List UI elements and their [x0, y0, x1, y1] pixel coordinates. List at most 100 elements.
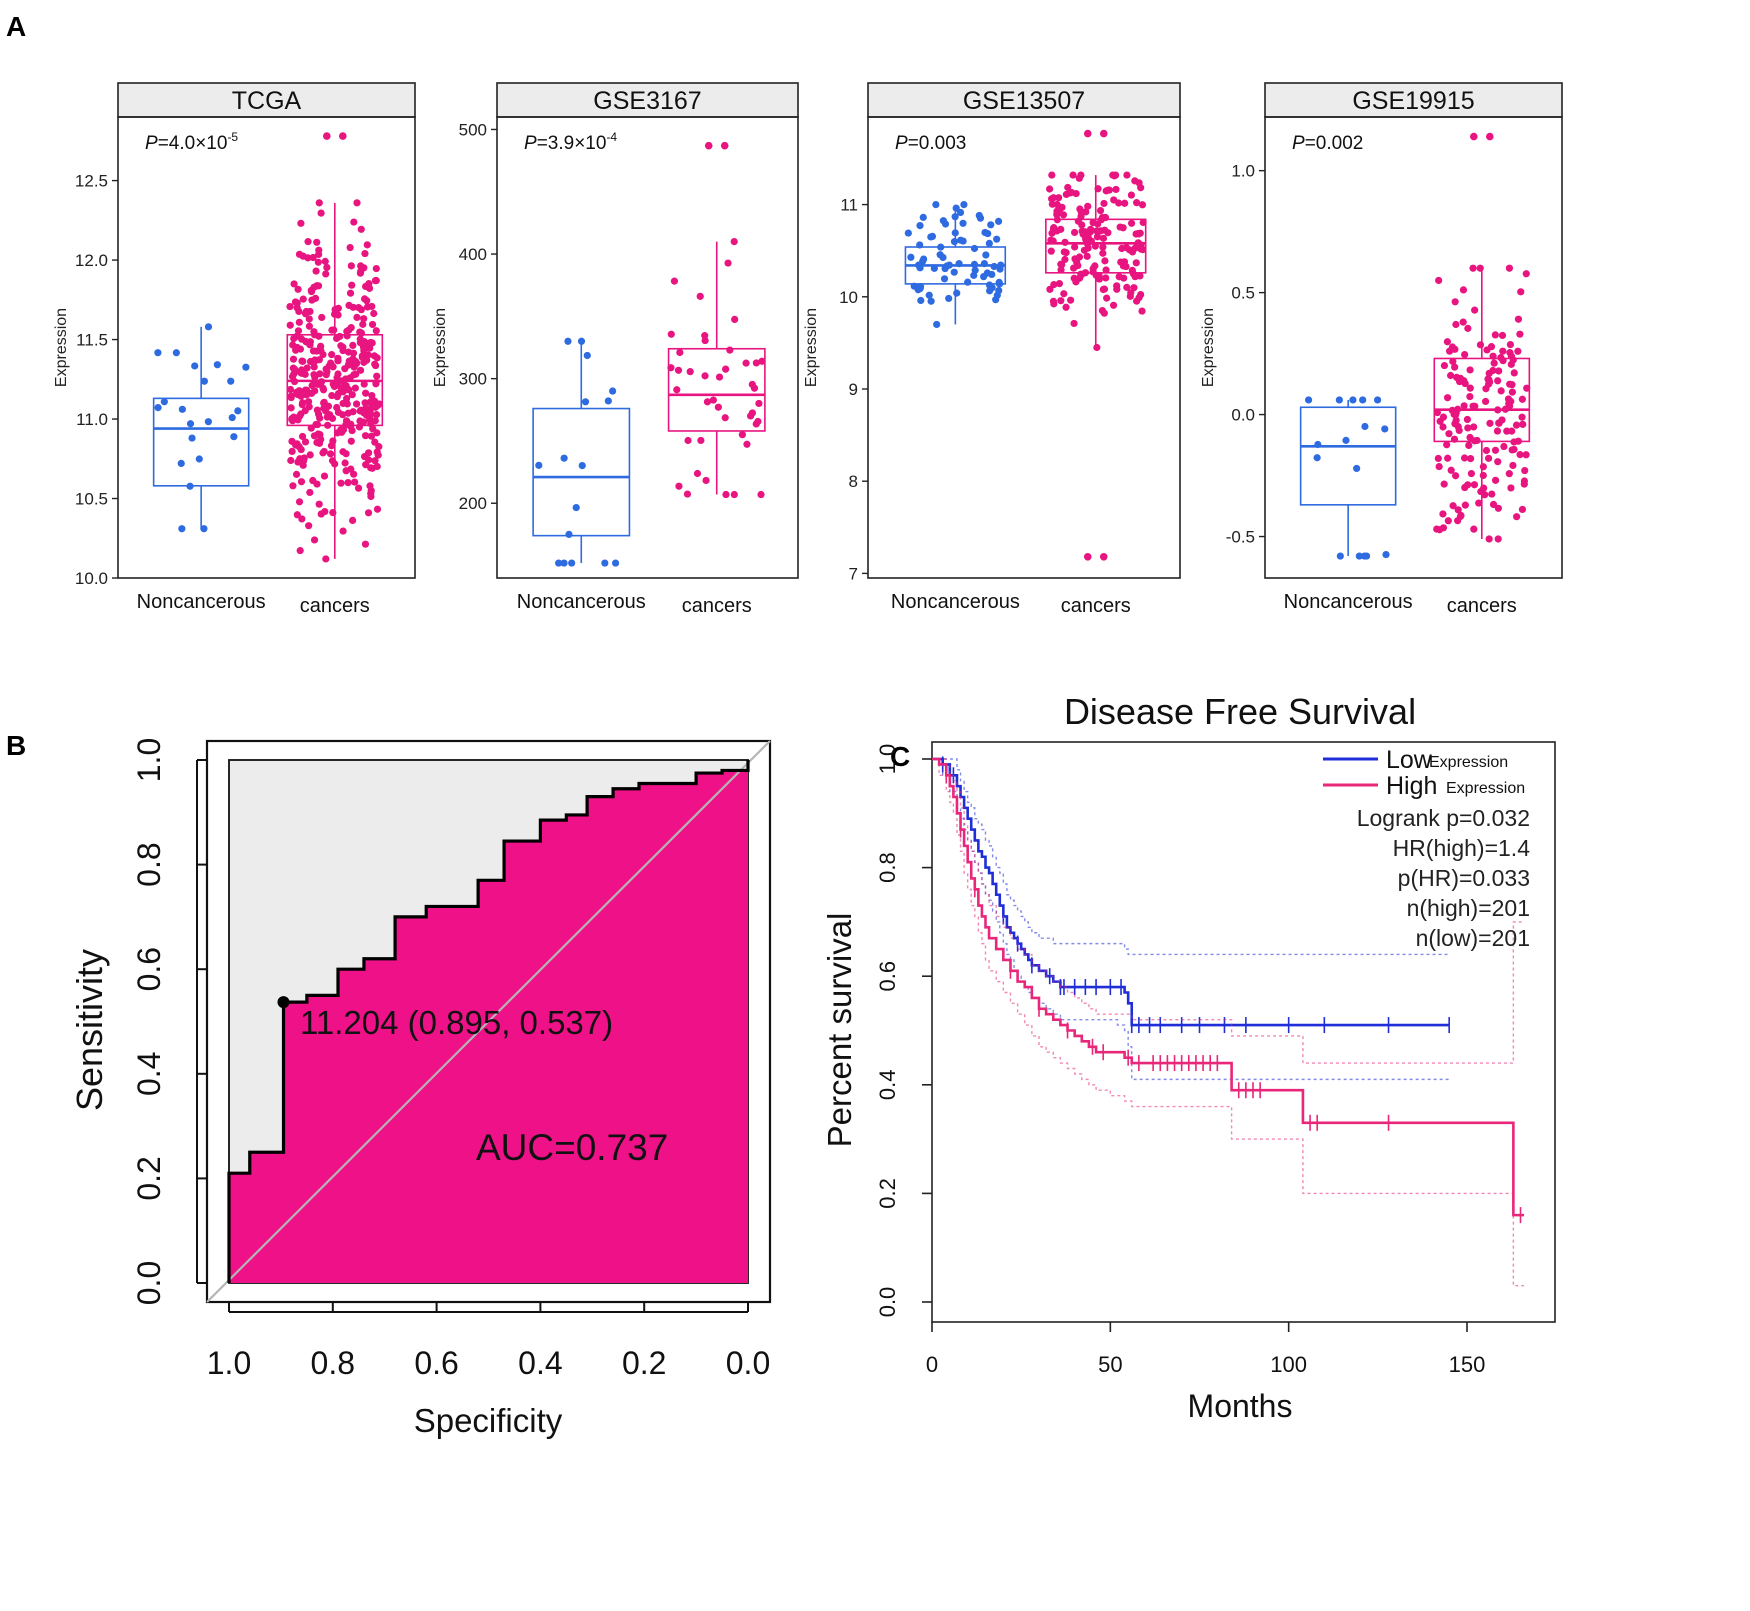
panel-letter-a: A	[6, 11, 26, 42]
data-point	[342, 382, 350, 390]
data-point	[308, 296, 316, 304]
y-tick-label: 9	[849, 380, 858, 399]
data-point	[673, 386, 681, 394]
data-point	[1479, 463, 1487, 471]
data-point	[1135, 230, 1143, 238]
data-point	[1075, 253, 1084, 261]
data-point	[1304, 396, 1313, 404]
data-point	[357, 225, 365, 233]
data-point	[357, 306, 365, 314]
data-point	[358, 352, 366, 360]
data-point	[1443, 338, 1451, 346]
data-point	[752, 420, 760, 428]
p-value-symbol: P	[524, 133, 537, 154]
data-point	[1046, 285, 1054, 293]
data-point	[349, 516, 357, 525]
data-point	[372, 327, 380, 335]
data-point	[1057, 297, 1065, 305]
y-tick-label: 11.0	[76, 410, 108, 429]
data-point	[674, 366, 683, 374]
data-point	[670, 277, 679, 285]
data-point	[154, 404, 162, 412]
data-point	[1071, 243, 1079, 251]
legend-label-high: High	[1386, 772, 1437, 800]
data-point	[748, 409, 756, 417]
data-point	[361, 295, 369, 303]
data-point	[344, 479, 352, 487]
y-axis-label: Sensitivity	[69, 949, 110, 1111]
stat-line: p(HR)=0.033	[1398, 865, 1530, 891]
data-point	[337, 479, 345, 487]
stat-line: n(low)=201	[1416, 925, 1530, 951]
data-point	[1093, 227, 1101, 235]
data-point	[997, 261, 1005, 269]
data-point	[917, 296, 925, 305]
y-tick-label: 0.0	[1231, 406, 1255, 425]
data-point	[1484, 454, 1493, 462]
y-tick-label: 11.5	[76, 331, 108, 350]
data-point	[1494, 535, 1502, 543]
data-point	[289, 355, 298, 363]
p-value-text: =3.9×10	[537, 133, 607, 154]
data-point	[1466, 384, 1474, 392]
data-point	[1506, 380, 1514, 388]
data-point	[1514, 437, 1522, 445]
data-point	[1077, 271, 1086, 279]
data-point	[904, 229, 912, 237]
data-point	[1516, 451, 1524, 459]
data-point	[964, 278, 972, 286]
data-point	[916, 264, 924, 272]
y-tick-label: 300	[459, 370, 487, 389]
data-point	[1046, 185, 1054, 193]
data-point	[313, 238, 321, 246]
data-point	[1055, 280, 1064, 288]
data-point	[676, 348, 684, 357]
x-tick-label: 0.8	[311, 1345, 355, 1381]
data-point	[1517, 288, 1525, 296]
y-tick-label: 0.0	[131, 1261, 167, 1305]
data-point	[933, 320, 941, 329]
data-point	[1521, 466, 1529, 475]
data-point	[1461, 483, 1469, 492]
data-point	[1510, 369, 1518, 377]
data-point	[955, 260, 963, 268]
data-point	[1460, 402, 1468, 410]
data-point	[738, 431, 746, 439]
plot-frame	[867, 116, 1181, 579]
data-point	[971, 266, 979, 274]
data-point	[1499, 347, 1507, 355]
data-point	[937, 243, 945, 251]
data-point	[1102, 187, 1110, 195]
data-point	[1353, 464, 1361, 473]
data-point	[351, 478, 359, 486]
data-point	[1497, 387, 1505, 395]
data-point	[667, 364, 675, 372]
data-point	[1314, 440, 1322, 449]
data-point	[323, 263, 331, 272]
data-point	[731, 315, 739, 324]
outlier-point	[1470, 132, 1478, 141]
data-point	[1508, 427, 1516, 435]
data-point	[344, 348, 353, 356]
data-point	[348, 391, 356, 399]
data-point	[927, 297, 935, 305]
data-point	[313, 421, 322, 429]
data-point	[1449, 357, 1457, 366]
data-point	[346, 243, 354, 252]
data-point	[227, 377, 235, 385]
y-tick-label: 0.4	[875, 1070, 900, 1101]
data-point	[1522, 451, 1530, 459]
category-label: cancers	[300, 595, 370, 617]
data-point	[286, 302, 294, 311]
data-point	[1501, 405, 1510, 413]
data-point	[1094, 185, 1102, 193]
p-value-label: P=0.003	[895, 133, 966, 154]
data-point	[320, 404, 328, 412]
data-point	[1439, 510, 1447, 518]
data-point	[372, 379, 380, 387]
data-point	[363, 356, 371, 364]
data-point	[372, 411, 381, 419]
data-point	[287, 393, 295, 402]
y-tick-label: 0.2	[875, 1178, 900, 1209]
legend-suffix: Expression	[1429, 754, 1508, 771]
